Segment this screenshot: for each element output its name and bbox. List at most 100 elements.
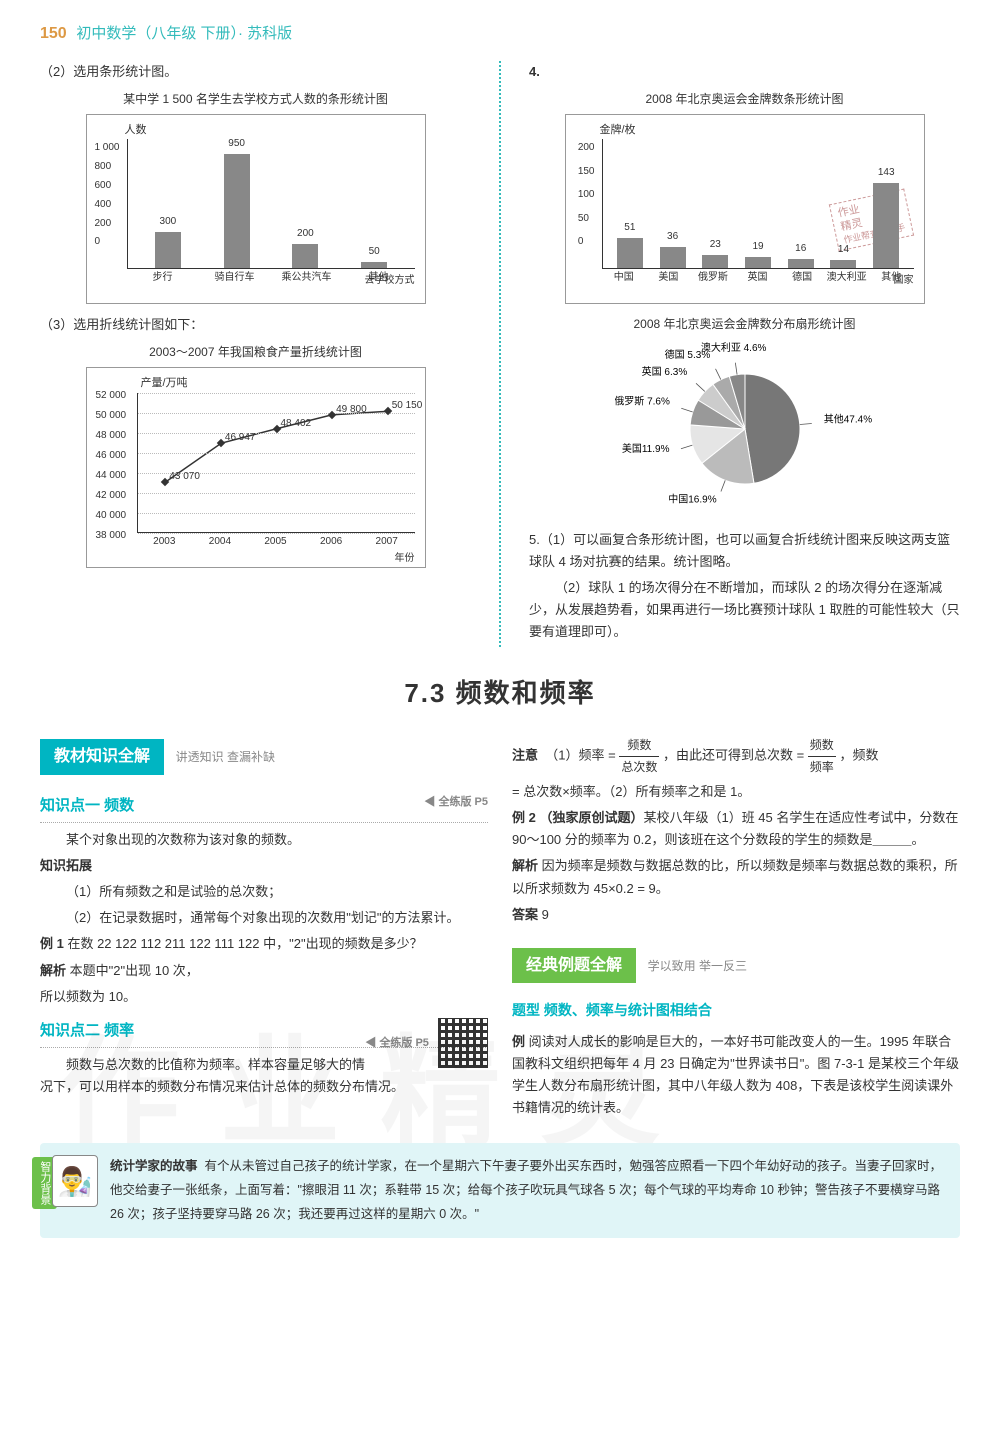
- y-tick: 200: [578, 139, 599, 156]
- bar-item: 200: [271, 225, 340, 268]
- y-tick: 400: [94, 196, 123, 213]
- bar-item: 16: [779, 240, 822, 269]
- top-columns: （2）选用条形统计图。 某中学 1 500 名学生去学校方式人数的条形统计图 人…: [40, 61, 960, 647]
- bar-category: 乘公共汽车: [271, 269, 343, 286]
- data-point: [272, 424, 280, 432]
- bar-value: 14: [838, 241, 849, 258]
- story-box: 智力背景 👨‍🔬 统计学家的故事 有个从未管过自己孩子的统计学家，在一个星期六下…: [40, 1143, 960, 1238]
- kp2-title: 知识点二 频率 ◀ 全练版 P5: [40, 1018, 488, 1049]
- bar-value: 16: [795, 240, 806, 257]
- y-tick: 0: [94, 233, 123, 250]
- y-tick: 44 000: [96, 467, 127, 484]
- x-tick: 2007: [359, 533, 415, 550]
- expand-2: （2）在记录数据时，通常每个对象出现的次数用"划记"的方法累计。: [40, 907, 488, 929]
- y-tick: 52 000: [96, 387, 127, 404]
- book-title: 初中数学（八年级 下册）· 苏科版: [76, 25, 292, 42]
- y-tick: 150: [578, 163, 599, 180]
- classic-ex-label: 例: [512, 1034, 525, 1049]
- bar-value: 200: [297, 225, 314, 242]
- data-label: 48 402: [281, 415, 312, 432]
- note-t1c: ，频数: [839, 748, 878, 763]
- y-tick: 38 000: [96, 527, 127, 544]
- y-tick: 50 000: [96, 407, 127, 424]
- scientist-icon: 👨‍🔬: [52, 1155, 98, 1207]
- ex2-ana: 因为频率是频数与数据总数的比，所以频数是频率与数据总数的乘积，所以所求频数为 4…: [512, 858, 958, 895]
- data-label: 46 947: [225, 429, 256, 446]
- bar-category: 澳大利亚: [824, 269, 869, 286]
- pie-label: 其他47.4%: [823, 412, 871, 425]
- pie-title: 2008 年北京奥运会金牌数分布扇形统计图: [529, 314, 960, 334]
- line1-ylabel: 产量/万吨: [141, 374, 415, 393]
- kp2-title-text: 知识点二 频率: [40, 1022, 134, 1039]
- topic-title: 题型 频数、频率与统计图相结合: [512, 999, 960, 1023]
- bar-category: 步行: [127, 269, 199, 286]
- bar: [361, 262, 387, 268]
- frac-n: 频数: [808, 735, 836, 756]
- y-tick: 46 000: [96, 447, 127, 464]
- kp2-ref-text: ◀ 全练版 P5: [365, 1037, 429, 1049]
- bar: [830, 260, 856, 268]
- y-tick: 0: [578, 233, 599, 250]
- grid-line: 40 000: [138, 513, 415, 514]
- pie-label: 美国11.9%: [621, 442, 669, 455]
- page-header: 150 初中数学（八年级 下册）· 苏科版: [40, 20, 960, 47]
- bar2-ylabel: 金牌/枚: [600, 121, 914, 140]
- ex2-ans-label: 答案: [512, 907, 538, 922]
- y-tick: 100: [578, 186, 599, 203]
- bar-item: 19: [737, 238, 780, 268]
- note-line1: 注意 （1）频率 = 频数总次数 ，由此还可得到总次数 = 频数频率 ，频数: [512, 735, 960, 777]
- grid-line: 46 000: [138, 453, 415, 454]
- frac-n: 频数: [619, 735, 659, 756]
- ex1-ana-label: 解析: [40, 963, 66, 978]
- bar: [660, 247, 686, 269]
- line1-title: 2003～2007 年我国粮食产量折线统计图: [40, 342, 471, 362]
- q4-num: 4.: [529, 64, 540, 79]
- left-column: （2）选用条形统计图。 某中学 1 500 名学生去学校方式人数的条形统计图 人…: [40, 61, 471, 647]
- bottom-columns: 作业精灵 教材知识全解 讲透知识 查漏补缺 知识点一 频数 ◀ 全练版 P5 某…: [40, 731, 960, 1123]
- frac-d: 频率: [808, 757, 836, 777]
- expand-label: 知识拓展: [40, 858, 92, 873]
- bar-category: 骑自行车: [199, 269, 271, 286]
- bar: [745, 257, 771, 268]
- line1-xlabel: 年份: [97, 550, 415, 567]
- bar-value: 36: [667, 228, 678, 245]
- pie-label: 俄罗斯 7.6%: [615, 394, 670, 407]
- bar1-title: 某中学 1 500 名学生去学校方式人数的条形统计图: [40, 89, 471, 109]
- bar-value: 300: [160, 213, 177, 230]
- pie-chart: 其他47.4%中国16.9%美国11.9%俄罗斯 7.6%英国 6.3%德国 5…: [615, 339, 875, 519]
- kp1-text: 某个对象出现的次数称为该对象的频数。: [40, 829, 488, 851]
- section-title: 7.3 频数和频率: [40, 671, 960, 715]
- grid-line: 52 000: [138, 393, 415, 394]
- right-column: 4. 2008 年北京奥运会金牌数条形统计图 金牌/枚 0 50 100 150 200…: [529, 61, 960, 647]
- data-label: 43 070: [169, 468, 200, 485]
- fraction-1: 频数总次数: [619, 735, 659, 777]
- bar-chart-1: 人数 02004006008001 000 30095020050 步行骑自行车…: [86, 114, 426, 305]
- y-tick: 800: [94, 158, 123, 175]
- bar-category: 英国: [735, 269, 780, 286]
- bar2-title: 2008 年北京奥运会金牌数条形统计图: [529, 89, 960, 109]
- data-point: [217, 439, 225, 447]
- bar: [702, 255, 728, 269]
- grid-line: 42 000: [138, 493, 415, 494]
- ex1-ana: 本题中"2"出现 10 次，: [70, 963, 199, 978]
- qr-code-icon: [438, 1018, 488, 1068]
- bar-chart-2: 金牌/枚 050100150200 513623191614143 中国美国俄罗…: [565, 114, 925, 305]
- q5-2: （2）球队 1 的场次得分在不断增加，而球队 2 的场次得分在逐渐减少，从发展趋…: [529, 577, 960, 643]
- ex1-label: 例 1: [40, 936, 64, 951]
- y-tick: 42 000: [96, 487, 127, 504]
- grid-line: 38 000: [138, 533, 415, 534]
- y-tick: 40 000: [96, 507, 127, 524]
- expand-1: （1）所有频数之和是试验的总次数；: [40, 881, 488, 903]
- bar: [788, 259, 814, 269]
- q5-1: 5.（1）可以画复合条形统计图，也可以画复合折线统计图来反映这两支篮球队 4 场…: [529, 529, 960, 573]
- data-point: [383, 407, 391, 415]
- kp1-title: 知识点一 频数 ◀ 全练版 P5: [40, 793, 488, 824]
- y-tick: 200: [94, 215, 123, 232]
- y-tick: 50: [578, 210, 599, 227]
- kp1-title-text: 知识点一 频数: [40, 797, 134, 814]
- x-tick: 2005: [248, 533, 304, 550]
- fraction-2: 频数频率: [808, 735, 836, 777]
- y-tick: 600: [94, 177, 123, 194]
- bar: [292, 244, 318, 268]
- bar: [224, 154, 250, 268]
